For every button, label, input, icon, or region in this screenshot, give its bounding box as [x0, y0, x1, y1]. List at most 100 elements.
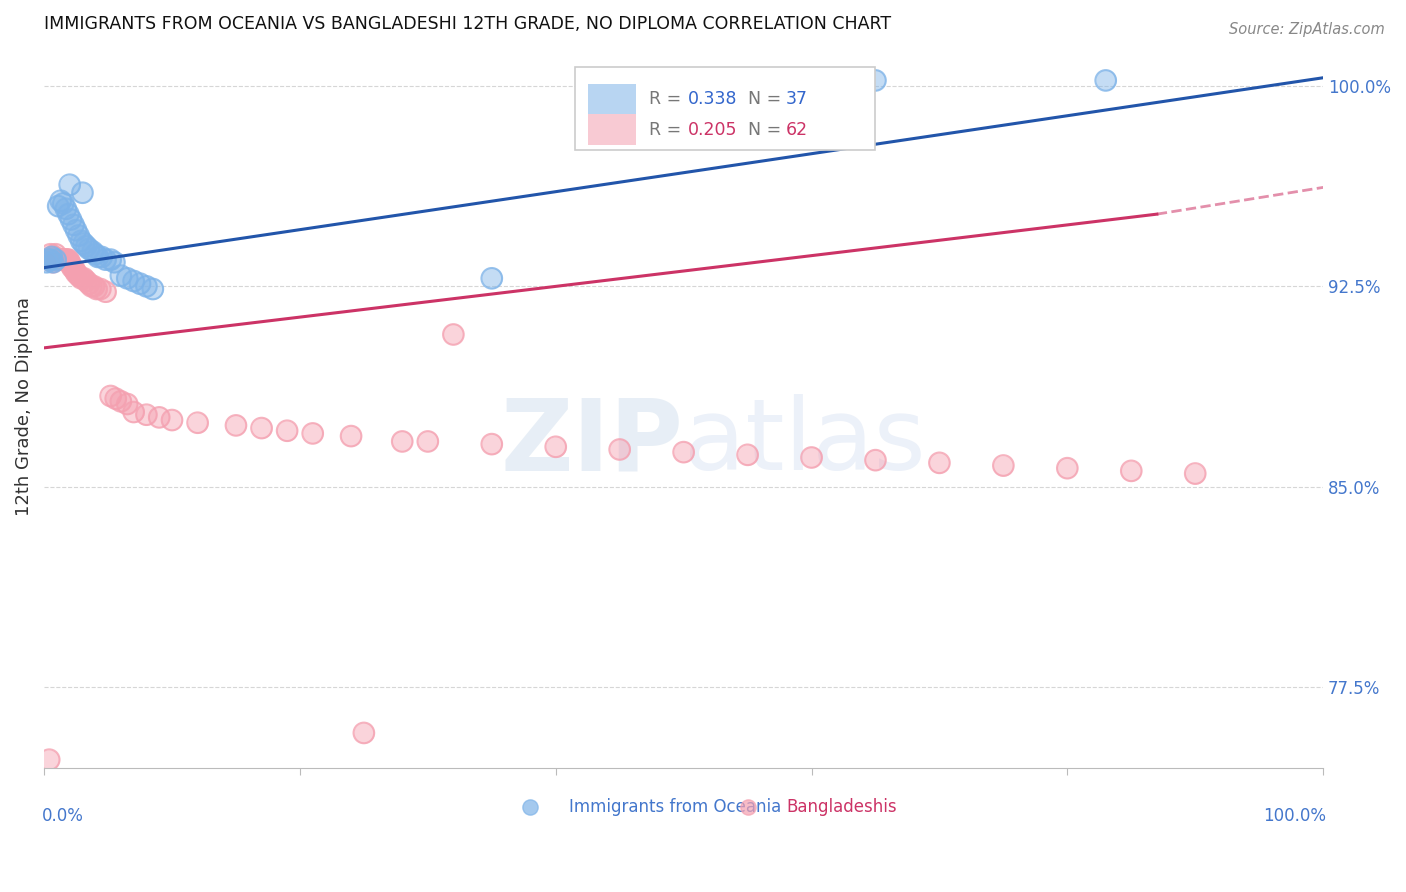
Point: [41, 250, 63, 264]
Point: [42, 255, 65, 269]
Point: [77, 242, 100, 256]
Point: [45, 252, 67, 267]
Point: [110, 268, 132, 283]
Point: [276, 424, 298, 438]
Point: [391, 434, 413, 449]
Point: [41, 250, 63, 264]
Point: [187, 416, 209, 430]
Point: [38, 252, 60, 267]
Point: [135, 279, 157, 293]
Point: [38, 753, 60, 767]
Point: [1056, 461, 1078, 475]
Point: [1094, 73, 1116, 87]
Point: [928, 456, 950, 470]
Point: [353, 726, 375, 740]
Point: [481, 437, 503, 451]
Point: [865, 453, 887, 467]
Point: [35, 255, 58, 269]
Point: [117, 397, 139, 411]
Point: [59, 212, 82, 227]
Point: [46, 252, 69, 267]
Point: [77, 277, 100, 291]
Point: [148, 410, 170, 425]
Point: [48, 252, 70, 267]
Point: [672, 445, 695, 459]
Point: [104, 392, 127, 406]
Point: [276, 424, 298, 438]
Text: 0.0%: 0.0%: [42, 807, 83, 825]
Point: [56, 252, 79, 267]
Point: [800, 450, 823, 465]
Point: [416, 434, 439, 449]
Point: [67, 268, 90, 283]
Point: [993, 458, 1015, 473]
Point: [77, 277, 100, 291]
Text: IMMIGRANTS FROM OCEANIA VS BANGLADESHI 12TH GRADE, NO DIPLOMA CORRELATION CHART: IMMIGRANTS FROM OCEANIA VS BANGLADESHI 1…: [44, 15, 891, 33]
Point: [737, 448, 759, 462]
Point: [72, 186, 94, 200]
Point: [39, 247, 62, 261]
Point: [80, 279, 103, 293]
Point: [441, 327, 464, 342]
Point: [37, 252, 59, 267]
Point: [75, 274, 97, 288]
Point: [481, 271, 503, 285]
Point: [44, 250, 66, 264]
FancyBboxPatch shape: [588, 84, 637, 114]
Point: [42, 255, 65, 269]
Point: [103, 255, 125, 269]
Point: [38, 252, 60, 267]
Point: [928, 456, 950, 470]
Point: [135, 408, 157, 422]
Point: [55, 252, 77, 267]
Point: [544, 440, 567, 454]
Point: [129, 277, 152, 291]
Point: [416, 434, 439, 449]
Point: [59, 255, 82, 269]
Point: [52, 196, 75, 211]
Point: [80, 279, 103, 293]
Point: [225, 418, 247, 433]
Point: [45, 247, 67, 261]
Point: [250, 421, 273, 435]
Point: [70, 234, 93, 248]
Point: [77, 242, 100, 256]
FancyBboxPatch shape: [575, 67, 876, 151]
Point: [1121, 464, 1143, 478]
Point: [65, 223, 87, 237]
Point: [1184, 467, 1206, 481]
Point: [65, 266, 87, 280]
Point: [86, 282, 108, 296]
Point: [42, 255, 65, 269]
Point: [39, 247, 62, 261]
Point: [59, 212, 82, 227]
Point: [135, 279, 157, 293]
Point: [35, 255, 58, 269]
Point: [110, 394, 132, 409]
Point: [51, 252, 73, 267]
Text: 0.205: 0.205: [688, 120, 737, 138]
Point: [865, 73, 887, 87]
Point: [100, 252, 122, 267]
Point: [62, 218, 84, 232]
Point: [441, 327, 464, 342]
Text: Bangladeshis: Bangladeshis: [786, 798, 897, 816]
Point: [340, 429, 363, 443]
Text: 100.0%: 100.0%: [1263, 807, 1326, 825]
Point: [73, 271, 96, 285]
Point: [609, 442, 631, 457]
Point: [481, 271, 503, 285]
Point: [672, 445, 695, 459]
Point: [800, 450, 823, 465]
Point: [46, 252, 69, 267]
Point: [58, 252, 80, 267]
Point: [39, 252, 62, 267]
Text: 62: 62: [786, 120, 808, 138]
Point: [41, 250, 63, 264]
Point: [86, 282, 108, 296]
Point: [70, 271, 93, 285]
Point: [49, 252, 72, 267]
Text: ZIP: ZIP: [501, 394, 683, 491]
Point: [122, 405, 145, 419]
Point: [59, 258, 82, 272]
